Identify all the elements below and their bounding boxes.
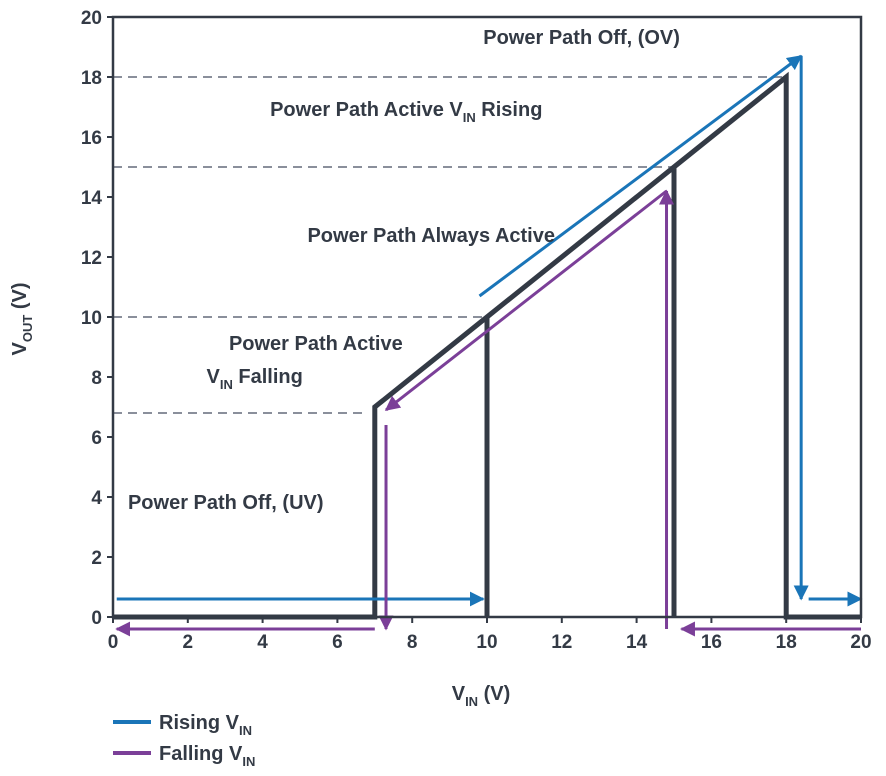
y-axis-label: VOUT (V): [9, 282, 35, 355]
falling-arrow-2: [384, 189, 668, 412]
series-arrows: [115, 54, 863, 637]
y-tick-label: 2: [91, 548, 102, 569]
region-label-2: Power Path Always Active: [307, 225, 554, 247]
x-tick-label: 6: [332, 632, 343, 653]
y-tick-label: 12: [81, 248, 102, 269]
vout-outline-path: [113, 71, 861, 620]
x-tick-label: 8: [407, 632, 418, 653]
y-tick-label: 14: [81, 188, 103, 209]
y-tick-label: 0: [91, 608, 102, 629]
x-tick-label: 20: [850, 632, 871, 653]
legend-label-falling: Falling VIN: [159, 743, 255, 769]
x-tick-label: 2: [183, 632, 194, 653]
rising-arrow-1: [478, 54, 803, 298]
y-tick-label: 18: [81, 68, 102, 89]
y-tick-label: 8: [91, 368, 102, 389]
x-tick-label: 16: [701, 632, 722, 653]
axis-ticks: 0 2 4 6 8 10 12 14 16 18 20 0 2 4 6 8 10 12 14 16 18 20: [81, 8, 872, 653]
x-axis-label: VIN (V): [452, 683, 511, 709]
y-tick-label: 20: [81, 8, 102, 29]
region-label-5: Power Path Off, (UV): [128, 492, 324, 514]
x-tick-label: 18: [776, 632, 797, 653]
region-label-1: Power Path Active VIN Rising: [270, 99, 542, 125]
region-label-3: Power Path Active: [229, 333, 403, 355]
y-tick-label: 4: [91, 488, 102, 509]
region-label-4: VIN Falling: [207, 366, 303, 392]
legend: Rising VIN Falling VIN: [113, 712, 255, 769]
legend-label-rising: Rising VIN: [159, 712, 252, 738]
vout-outline: [113, 71, 861, 620]
y-tick-label: 6: [91, 428, 102, 449]
x-tick-label: 12: [551, 632, 572, 653]
x-tick-label: 10: [476, 632, 497, 653]
x-tick-label: 4: [257, 632, 268, 653]
y-tick-label: 10: [81, 308, 102, 329]
y-tick-label: 16: [81, 128, 102, 149]
region-labels: Power Path Off, (OV) Power Path Active VI…: [128, 27, 680, 514]
region-label-0: Power Path Off, (OV): [483, 27, 680, 49]
threshold-lines: [113, 76, 787, 414]
x-tick-label: 0: [108, 632, 119, 653]
x-tick-label: 14: [626, 632, 648, 653]
